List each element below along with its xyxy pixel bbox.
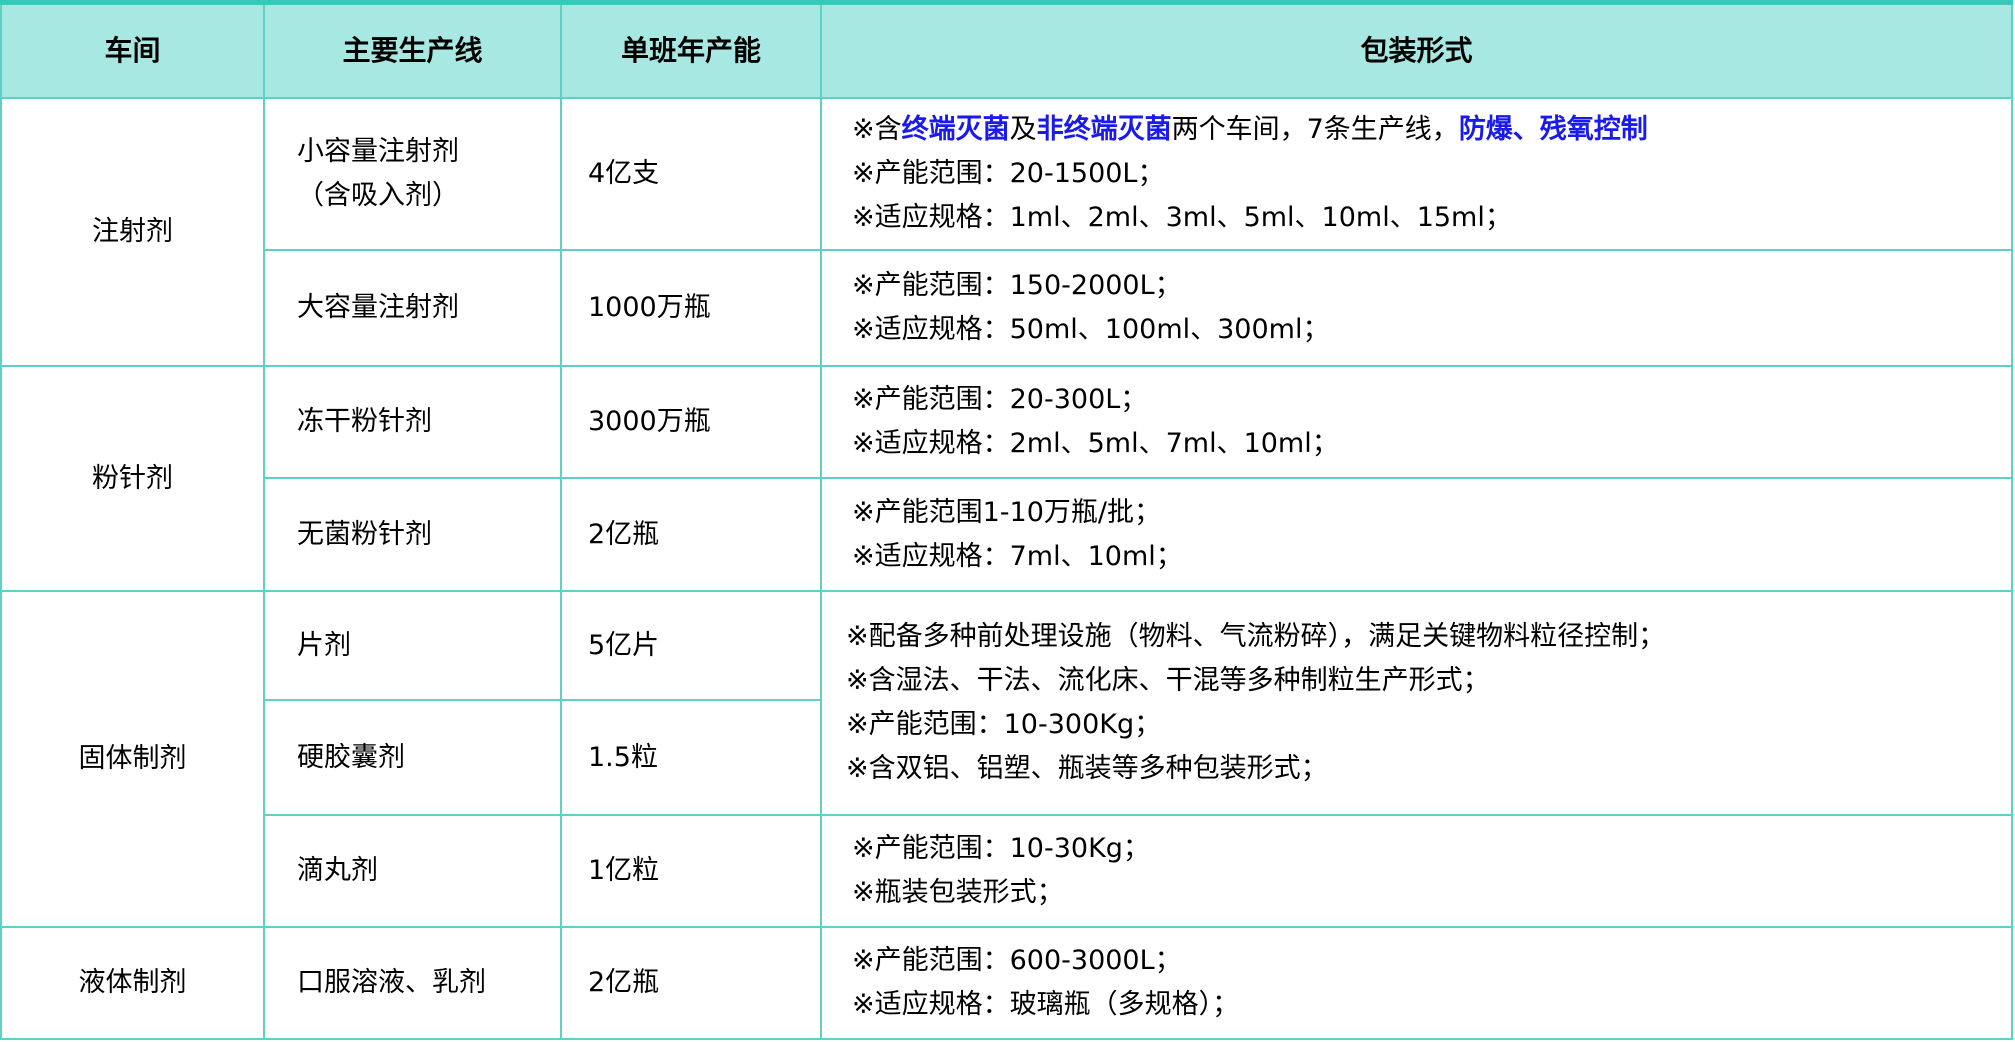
packaging-line: ※适应规格：50ml、100ml、300ml； <box>852 314 1330 345</box>
capacity-cell: 5亿片 <box>560 590 822 701</box>
line-cell: 口服溶液、乳剂 <box>263 926 562 1040</box>
table-row: 滴丸剂 1亿粒 ※产能范围：10-30Kg； ※瓶装包装形式； <box>1 814 2013 928</box>
packaging-cell: ※产能范围1-10万瓶/批； ※适应规格：7ml、10ml； <box>820 477 2013 592</box>
highlight-run: 非终端灭菌 <box>1036 114 1172 145</box>
line-name-2: （含吸入剂） <box>297 180 459 211</box>
table-row: 固体制剂 片剂 5亿片 ※配备多种前处理设施（物料、气流粉碎），满足关键物料粒径… <box>0 590 2013 928</box>
header-workshop: 车间 <box>0 1 265 99</box>
table-row: 硬胶囊剂 1.5粒 <box>1 699 2012 816</box>
table-row: 大容量注射剂 1000万瓶 ※产能范围：150-2000L； ※适应规格：50m… <box>1 249 2013 367</box>
packaging-cell: ※产能范围：150-2000L； ※适应规格：50ml、100ml、300ml； <box>820 249 2013 367</box>
capacity-cell: 1.5粒 <box>560 699 822 816</box>
table-row: 液体制剂 口服溶液、乳剂 2亿瓶 ※产能范围：600-3000L； ※适应规格：… <box>0 926 2013 1040</box>
capacity-cell: 1000万瓶 <box>560 249 822 367</box>
packaging-cell: ※产能范围：20-300L； ※适应规格：2ml、5ml、7ml、10ml； <box>820 365 2013 479</box>
text-run: 两个车间，7条生产线， <box>1171 114 1459 145</box>
highlight-run: 防爆、残氧控制 <box>1458 114 1648 145</box>
workshop-cell: 固体制剂 <box>0 590 265 928</box>
packaging-line: ※配备多种前处理设施（物料、气流粉碎），满足关键物料粒径控制； <box>846 621 1666 652</box>
line-cell: 无菌粉针剂 <box>263 477 562 592</box>
packaging-line: ※产能范围1-10万瓶/批； <box>852 496 1161 528</box>
packaging-line: ※适应规格：玻璃瓶（多规格）； <box>852 989 1240 1020</box>
workshop-cell: 粉针剂 <box>0 365 265 592</box>
header-row: 车间 主要生产线 单班年产能 包装形式 <box>0 1 2013 99</box>
packaging-line: ※适应规格：7ml、10ml； <box>852 540 1183 572</box>
packaging-line: ※产能范围：10-30Kg； <box>852 833 1150 864</box>
packaging-cell: ※产能范围：600-3000L； ※适应规格：玻璃瓶（多规格）； <box>820 926 2013 1040</box>
line-cell: 片剂 <box>263 590 562 701</box>
packaging-line: ※产能范围：600-3000L； <box>852 945 1182 976</box>
packaging-cell: ※产能范围：10-30Kg； ※瓶装包装形式； <box>820 814 2013 928</box>
packaging-line: ※含终端灭菌及非终端灭菌两个车间，7条生产线，防爆、残氧控制 <box>852 108 2011 152</box>
header-capacity: 单班年产能 <box>560 1 822 99</box>
line-cell: 滴丸剂 <box>263 814 562 928</box>
packaging-line: ※瓶装包装形式； <box>852 877 1064 908</box>
line-cell: 硬胶囊剂 <box>263 699 562 816</box>
capacity-cell: 2亿瓶 <box>560 477 822 592</box>
workshop-cell: 液体制剂 <box>0 926 265 1040</box>
packaging-line: ※适应规格：2ml、5ml、7ml、10ml； <box>852 428 1339 459</box>
table-row: 粉针剂 冻干粉针剂 3000万瓶 ※产能范围：20-300L； ※适应规格：2m… <box>0 365 2013 592</box>
packaging-line: ※产能范围：150-2000L； <box>852 270 1182 301</box>
packaging-line: ※含湿法、干法、流化床、干混等多种制粒生产形式； <box>846 665 1490 696</box>
table-row: 无菌粉针剂 2亿瓶 ※产能范围1-10万瓶/批； ※适应规格：7ml、10ml； <box>1 477 2013 592</box>
line-name: 小容量注射剂 （含吸入剂） <box>297 130 459 218</box>
line-cell: 小容量注射剂 （含吸入剂） <box>263 97 562 251</box>
line-name-1: 小容量注射剂 <box>297 136 459 167</box>
capacity-cell: 2亿瓶 <box>560 926 822 1040</box>
packaging-line: ※产能范围：10-300Kg； <box>846 709 1162 740</box>
line-cell: 大容量注射剂 <box>263 249 562 367</box>
table-row: 注射剂 小容量注射剂 （含吸入剂） 4亿支 ※含终端灭菌及非终端灭菌两个车间，7… <box>0 97 2013 367</box>
capacity-cell: 1亿粒 <box>560 814 822 928</box>
workshop-cell: 注射剂 <box>0 97 265 367</box>
packaging-line: ※适应规格：1ml、2ml、3ml、5ml、10ml、15ml； <box>852 202 1512 233</box>
capacity-cell: 3000万瓶 <box>560 365 822 479</box>
packaging-line: ※产能范围：20-300L； <box>852 384 1148 415</box>
line-cell: 冻干粉针剂 <box>263 365 562 479</box>
packaging-line: ※产能范围：20-1500L； <box>852 158 1165 189</box>
text-run: ※含 <box>852 114 902 145</box>
capacity-cell: 4亿支 <box>560 97 822 251</box>
header-packaging: 包装形式 <box>820 1 2013 99</box>
packaging-cell: ※配备多种前处理设施（物料、气流粉碎），满足关键物料粒径控制； ※含湿法、干法、… <box>820 590 2013 816</box>
packaging-cell: ※含终端灭菌及非终端灭菌两个车间，7条生产线，防爆、残氧控制 ※产能范围：20-… <box>820 97 2013 251</box>
text-run: 及 <box>1009 114 1037 145</box>
packaging-line: ※含双铝、铝塑、瓶装等多种包装形式； <box>846 753 1328 784</box>
highlight-run: 终端灭菌 <box>901 114 1010 145</box>
header-production-line: 主要生产线 <box>263 1 562 99</box>
